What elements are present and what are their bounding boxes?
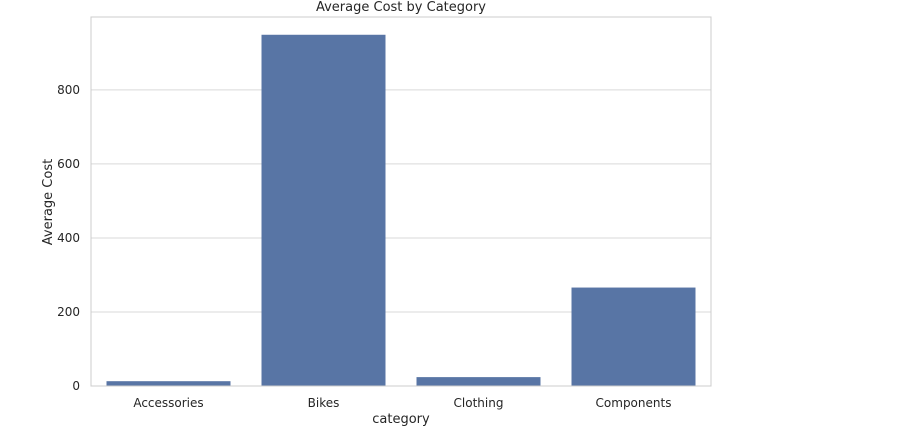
y-tick-label: 800 (57, 83, 80, 97)
x-tick-label-accessories: Accessories (133, 396, 203, 410)
x-axis-label: category (372, 412, 430, 427)
bar-components (571, 287, 696, 386)
bar-bikes (261, 34, 386, 387)
bar-accessories (106, 381, 231, 386)
y-tick-label: 200 (57, 305, 80, 319)
x-tick-labels: Accessories Bikes Clothing Components (133, 396, 671, 410)
bar-clothing (416, 377, 541, 386)
y-tick-label: 0 (72, 379, 80, 393)
chart-title: Average Cost by Category (316, 0, 486, 15)
bars (106, 34, 696, 387)
plot-frame (90, 16, 712, 387)
y-axis-label: Average Cost (41, 159, 56, 245)
x-tick-label-clothing: Clothing (454, 396, 504, 410)
y-tick-label: 600 (57, 157, 80, 171)
x-tick-label-bikes: Bikes (308, 396, 340, 410)
x-tick-label-components: Components (596, 396, 672, 410)
y-tick-labels: 0 200 400 600 800 (57, 83, 80, 393)
y-tick-label: 400 (57, 231, 80, 245)
